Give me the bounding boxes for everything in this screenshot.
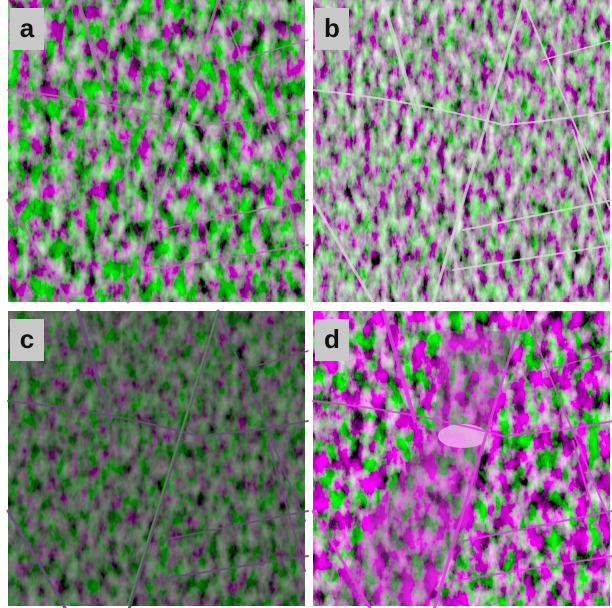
image xyxy=(8,0,305,302)
image xyxy=(8,311,305,606)
label-box xyxy=(315,8,349,50)
panel-label: d xyxy=(324,324,340,354)
panel-a: a xyxy=(6,0,310,304)
image xyxy=(313,0,610,302)
label-box xyxy=(10,319,44,361)
image xyxy=(313,311,610,606)
panel-label: b xyxy=(324,13,340,43)
panel-d: d xyxy=(311,309,612,608)
panel-b: b xyxy=(311,0,612,304)
label-box xyxy=(10,8,44,50)
panel-label: a xyxy=(20,13,35,43)
label-box xyxy=(315,319,349,361)
panel-c: c xyxy=(6,309,310,608)
panel-label: c xyxy=(20,324,34,354)
